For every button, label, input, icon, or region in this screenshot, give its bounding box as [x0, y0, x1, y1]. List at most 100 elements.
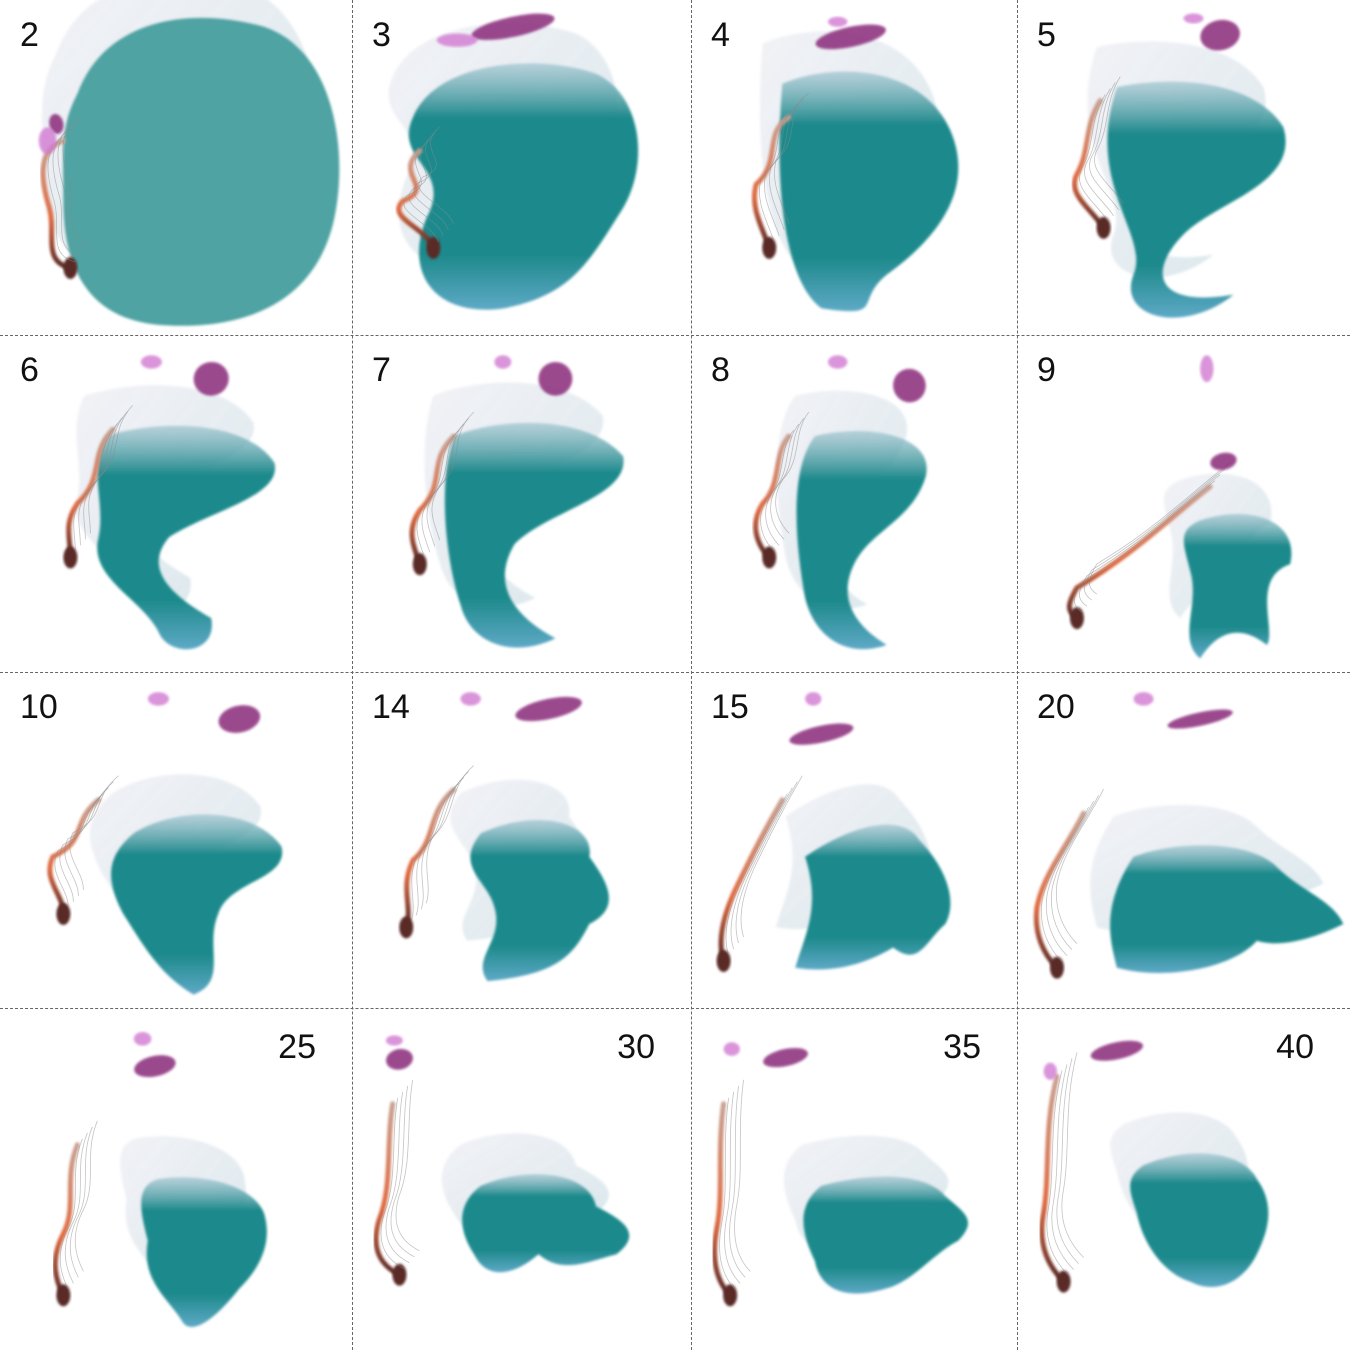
- panel-label: 35: [943, 1028, 981, 1066]
- pink-cluster: [460, 692, 481, 706]
- thread: [420, 771, 469, 910]
- thread: [69, 775, 119, 890]
- tail-trajectory: [40, 138, 73, 271]
- thread: [760, 429, 795, 552]
- thread: [74, 1120, 98, 1272]
- tail-trajectory: [52, 1142, 80, 1298]
- tail-trajectory: [718, 797, 785, 964]
- panel-label: 14: [372, 688, 410, 726]
- panel-label: 25: [278, 1028, 316, 1066]
- magenta-cluster: [471, 13, 555, 41]
- tail-tip: [1096, 216, 1111, 239]
- thread: [1056, 1058, 1079, 1264]
- thread: [403, 144, 439, 243]
- pink-cluster: [133, 1031, 152, 1046]
- panel-label: 40: [1276, 1028, 1314, 1066]
- tail-tip: [1069, 607, 1084, 630]
- tail-tip: [392, 1263, 407, 1286]
- vertical-divider: [691, 0, 692, 1350]
- embedding-plot: [716, 692, 951, 972]
- tail-tip: [63, 546, 78, 569]
- embedding-plot: [38, 0, 340, 326]
- magenta-cluster: [193, 361, 229, 396]
- embedding-plot: [373, 1035, 630, 1286]
- tail-tip: [426, 236, 441, 259]
- tail-tip: [56, 1284, 71, 1307]
- pink-cluster: [827, 16, 848, 27]
- embedding-panel-7: 7: [352, 335, 691, 672]
- main-cluster: [444, 422, 624, 648]
- tail-trajectory: [396, 148, 436, 251]
- thread: [774, 92, 810, 225]
- thread: [1079, 474, 1221, 607]
- tail-tip: [762, 546, 777, 569]
- pink-cluster: [385, 1035, 403, 1046]
- embedding-panel-30: 30: [352, 1008, 691, 1350]
- pink-cluster: [436, 33, 478, 47]
- embedding-panel-5: 5: [1017, 0, 1350, 335]
- pink-cluster: [38, 127, 57, 155]
- main-cluster: [63, 17, 340, 326]
- vertical-divider: [352, 0, 353, 1350]
- thread: [740, 775, 803, 938]
- tail-tip: [716, 949, 731, 972]
- magenta-cluster: [815, 24, 886, 50]
- magenta-cluster: [515, 696, 582, 722]
- tail-trajectory: [712, 1101, 733, 1298]
- magenta-cluster: [386, 1048, 413, 1070]
- thread: [735, 781, 798, 944]
- pink-cluster: [827, 355, 848, 369]
- tail-tip: [399, 916, 414, 939]
- magenta-cluster: [1090, 1040, 1144, 1061]
- embedding-plot: [63, 355, 276, 650]
- magenta-cluster: [1200, 19, 1240, 51]
- tail-trajectory: [1066, 484, 1213, 621]
- tail-tip: [412, 553, 427, 576]
- pink-cluster: [1043, 1062, 1057, 1080]
- embedding-panel-10: 10: [0, 672, 352, 1008]
- panel-label: 3: [372, 16, 391, 54]
- panel-label: 9: [1037, 351, 1056, 389]
- horizontal-divider: [0, 672, 1350, 673]
- main-cluster: [462, 1174, 630, 1273]
- thread: [59, 1138, 83, 1290]
- thread: [410, 783, 459, 922]
- thread: [54, 793, 104, 908]
- embedding-panel-9: 9: [1017, 335, 1350, 672]
- thread: [415, 777, 464, 916]
- thread: [1074, 480, 1216, 613]
- embedding-panel-14: 14: [352, 672, 691, 1008]
- embedding-plot: [409, 355, 624, 648]
- thread: [59, 787, 109, 902]
- thread: [1089, 82, 1119, 211]
- thread: [413, 132, 449, 231]
- magenta-cluster: [763, 1047, 808, 1068]
- embedding-plot: [712, 1042, 968, 1307]
- tail-tip: [56, 902, 71, 925]
- main-cluster: [803, 1176, 968, 1294]
- thread: [1040, 806, 1089, 962]
- main-cluster: [779, 71, 959, 312]
- main-cluster: [470, 819, 609, 982]
- thread: [57, 122, 86, 251]
- magenta-cluster: [134, 1055, 176, 1078]
- thread: [62, 116, 91, 245]
- vertical-divider: [1017, 0, 1018, 1350]
- panel-label: 10: [20, 688, 58, 726]
- embedding-panel-4: 4: [691, 0, 1017, 335]
- tail-tip: [1056, 1270, 1071, 1293]
- panel-label: 20: [1037, 688, 1075, 726]
- panel-label: 2: [20, 16, 39, 54]
- embedding-panel-6: 6: [0, 335, 352, 672]
- horizontal-divider: [0, 1008, 1350, 1009]
- thread: [729, 1085, 746, 1278]
- tail-trajectory: [1072, 98, 1107, 231]
- tail-tip: [723, 1284, 738, 1307]
- thread: [1061, 1052, 1084, 1258]
- thread: [425, 765, 474, 904]
- embedding-panel-3: 3: [352, 0, 691, 335]
- thread: [764, 104, 800, 237]
- panel-label: 7: [372, 351, 391, 389]
- thread: [395, 1079, 420, 1252]
